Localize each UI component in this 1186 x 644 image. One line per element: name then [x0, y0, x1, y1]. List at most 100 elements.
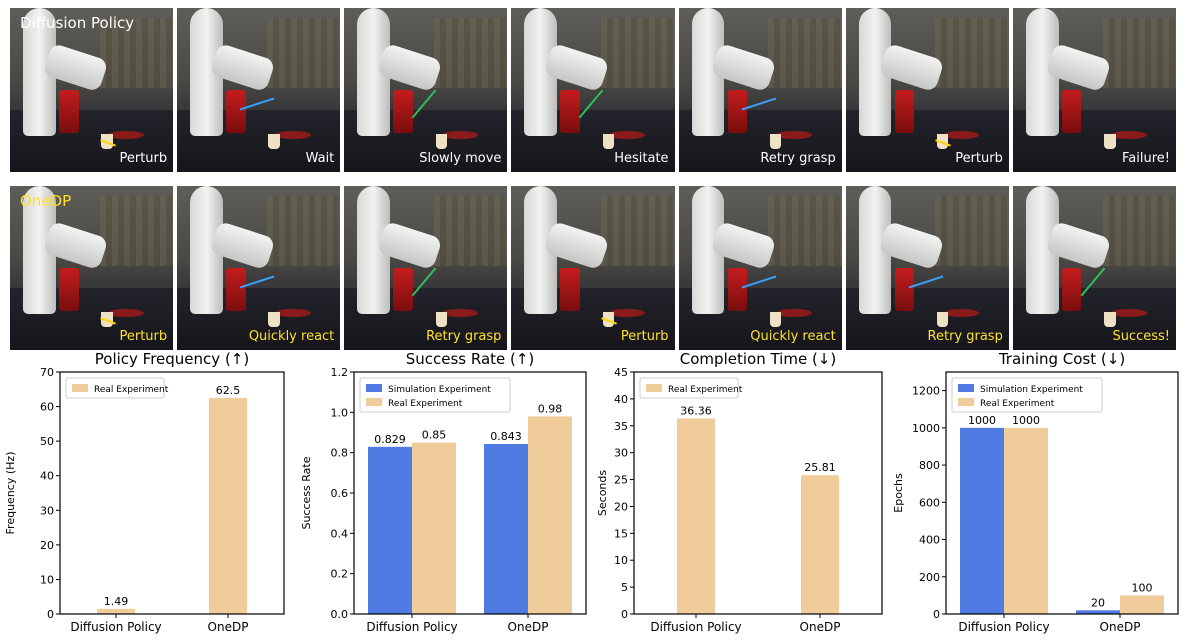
- x-tick-label: OneDP: [800, 620, 841, 634]
- plot-frame: [353, 371, 587, 615]
- y-tick-label: 1200: [912, 385, 940, 398]
- data-label: 0.85: [422, 429, 447, 442]
- frame-4: Hesitate: [511, 8, 675, 172]
- y-tick-label: 0: [47, 608, 54, 621]
- data-label: 0.98: [538, 402, 563, 415]
- bar: [368, 446, 412, 614]
- frame-caption: Hesitate: [614, 151, 669, 166]
- frame-3: Slowly move: [344, 8, 508, 172]
- bar: [1076, 610, 1120, 614]
- y-tick-label: 1.2: [331, 366, 349, 379]
- y-tick-label: 0.2: [331, 568, 349, 581]
- y-tick-label: 15: [614, 527, 628, 540]
- bar: [209, 397, 247, 614]
- legend-box: [359, 377, 511, 413]
- frame-5: Quickly react: [678, 186, 842, 350]
- legend-label: Simulation Experiment: [980, 385, 1083, 395]
- data-label: 1000: [1012, 414, 1040, 427]
- frame-caption: Perturb: [119, 329, 168, 344]
- legend-swatch: [72, 384, 88, 392]
- frame-caption: Wait: [305, 151, 335, 166]
- frame-1: Diffusion Policy Perturb: [10, 8, 174, 172]
- bar: [801, 475, 839, 614]
- legend-box: [65, 377, 165, 399]
- y-tick-label: 1.0: [331, 406, 349, 419]
- y-tick-label: 45: [614, 366, 628, 379]
- data-label: 36.36: [680, 404, 712, 417]
- plot-frame: [633, 371, 883, 615]
- chart-success-rate: Success Rate (↑) Success Rate 0.0 0.2 0.4 0.6…: [296, 350, 592, 640]
- legend-label: Real Experiment: [94, 385, 169, 395]
- x-tick-label: Diffusion Policy: [650, 620, 741, 634]
- frame-4: Perturb: [511, 186, 675, 350]
- y-tick-label: 0.8: [331, 447, 349, 460]
- frame-caption: Quickly react: [750, 329, 836, 344]
- x-tick-label: OneDP: [1100, 620, 1141, 634]
- y-tick-label: 0.0: [331, 608, 349, 621]
- chart-svg: Completion Time (↓) Seconds 0 5 10 15 20 25 30 35…: [596, 350, 883, 634]
- row-method-label: Diffusion Policy: [20, 14, 135, 32]
- legend-swatch: [646, 384, 662, 392]
- legend-label: Real Experiment: [980, 399, 1055, 409]
- frame-caption: Success!: [1112, 329, 1170, 344]
- chart-completion-time: Completion Time (↓) Seconds 0 5 10 15 20 25 30 35…: [592, 350, 888, 640]
- data-label: 25.81: [804, 461, 836, 474]
- y-axis-label: Epochs: [892, 473, 905, 513]
- x-tick-label: Diffusion Policy: [958, 620, 1049, 634]
- frame-2: Quickly react: [177, 186, 341, 350]
- x-tick-label: OneDP: [208, 620, 249, 634]
- y-tick-label: 600: [919, 496, 940, 509]
- y-tick-label: 10: [614, 554, 628, 567]
- bar: [677, 418, 715, 614]
- y-tick-label: 30: [40, 504, 54, 517]
- plot-frame: [59, 371, 285, 615]
- legend-swatch: [366, 384, 382, 392]
- bar: [97, 608, 135, 614]
- y-tick-label: 0: [621, 608, 628, 621]
- frame-caption: Perturb: [620, 329, 669, 344]
- y-tick-label: 0.4: [331, 527, 349, 540]
- legend-box: [951, 377, 1103, 413]
- y-axis-label: Frequency (Hz): [4, 452, 17, 535]
- y-tick-label: 10: [40, 573, 54, 586]
- data-label: 20: [1091, 596, 1105, 609]
- y-tick-label: 30: [614, 447, 628, 460]
- frame-caption: Retry grasp: [426, 329, 502, 344]
- bar: [484, 443, 528, 614]
- frame-caption: Retry grasp: [927, 329, 1003, 344]
- frame-caption: Failure!: [1122, 151, 1170, 166]
- frame-caption: Perturb: [955, 151, 1003, 166]
- frame-7: Failure!: [1012, 8, 1176, 172]
- y-tick-label: 1000: [912, 422, 940, 435]
- x-tick-label: OneDP: [508, 620, 549, 634]
- y-tick-label: 60: [40, 401, 54, 414]
- y-tick-label: 200: [919, 571, 940, 584]
- y-axis-label: Success Rate: [300, 456, 313, 529]
- frame-6: Perturb: [845, 8, 1009, 172]
- legend-swatch: [958, 398, 974, 406]
- data-label: 100: [1132, 581, 1153, 594]
- frame-2: Wait: [177, 8, 341, 172]
- y-tick-label: 800: [919, 459, 940, 472]
- chart-svg: Policy Frequency (↑) Frequency (Hz) 0 10 20 3…: [4, 350, 285, 634]
- x-tick-label: Diffusion Policy: [70, 620, 161, 634]
- frame-caption: Retry grasp: [760, 151, 836, 166]
- y-tick-label: 40: [614, 393, 628, 406]
- data-label: 1000: [968, 414, 996, 427]
- chart-policy-frequency: Policy Frequency (↑) Frequency (Hz) 0 10 20 3…: [0, 350, 290, 640]
- data-label: 0.829: [374, 433, 406, 446]
- frame-caption: Quickly react: [248, 329, 335, 344]
- data-label: 0.843: [490, 430, 522, 443]
- data-label: 1.49: [104, 595, 129, 608]
- y-axis-label: Seconds: [596, 470, 609, 516]
- y-tick-label: 35: [614, 420, 628, 433]
- chart-title: Training Cost (↓): [998, 350, 1125, 368]
- onedp-frame-row: OneDP Perturb Quickly react Retry grasp …: [10, 186, 1176, 350]
- y-tick-label: 20: [614, 500, 628, 513]
- y-tick-label: 400: [919, 534, 940, 547]
- chart-title: Completion Time (↓): [680, 350, 836, 368]
- bar: [1120, 595, 1164, 614]
- diffusion-policy-frame-row: Diffusion Policy Perturb Wait Slowly mov…: [10, 8, 1176, 172]
- frame-3: Retry grasp: [344, 186, 508, 350]
- legend-label: Real Experiment: [668, 385, 743, 395]
